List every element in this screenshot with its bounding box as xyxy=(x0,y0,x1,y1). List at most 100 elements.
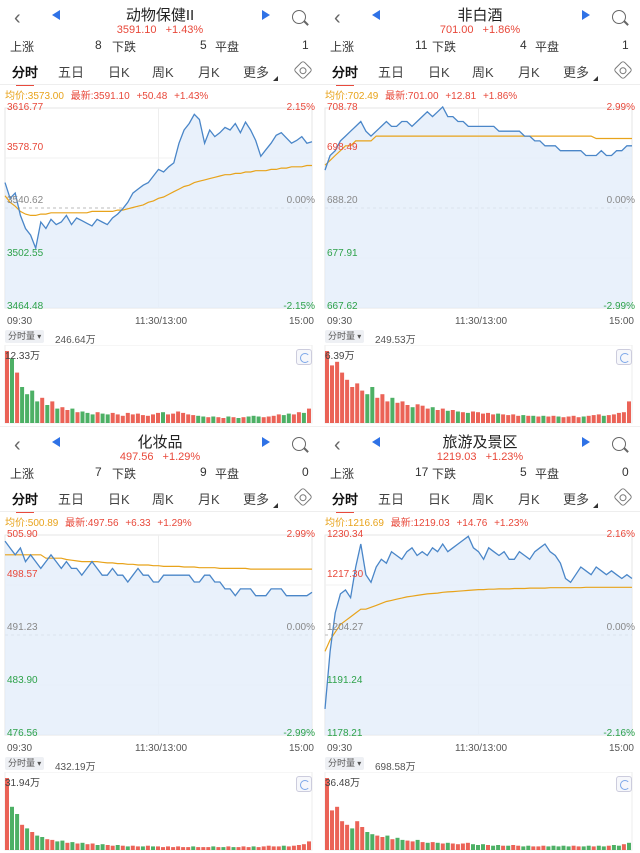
price-change: +12.81 xyxy=(445,91,477,102)
volume-bar xyxy=(621,412,626,423)
volume-bar xyxy=(440,408,445,423)
expand-icon[interactable] xyxy=(616,776,632,792)
tab-five-day[interactable]: 五日 xyxy=(58,65,85,80)
pct-level-label: -2.15% xyxy=(283,301,315,312)
tab-more[interactable]: 更多 xyxy=(243,65,270,80)
tab-daily-k[interactable]: 日K xyxy=(428,492,450,507)
tab-weekly-k[interactable]: 周K xyxy=(472,492,494,507)
search-icon[interactable] xyxy=(292,10,306,24)
volume-bar xyxy=(627,842,631,850)
volume-bar xyxy=(196,847,201,850)
volume-bar xyxy=(501,845,506,850)
search-icon[interactable] xyxy=(612,10,626,24)
tab-daily-k[interactable]: 日K xyxy=(428,65,450,80)
volume-bar xyxy=(440,843,445,850)
panel-header: ‹ 化妆品 497.56 +1.29% xyxy=(0,427,320,465)
prev-arrow-icon[interactable] xyxy=(372,10,380,20)
volume-bar xyxy=(105,414,110,423)
tab-more[interactable]: 更多 xyxy=(243,492,270,507)
expand-icon[interactable] xyxy=(296,349,312,365)
more-dropdown-icon[interactable] xyxy=(593,503,598,508)
tab-monthly-k[interactable]: 月K xyxy=(518,492,540,507)
volume-bar xyxy=(241,846,246,850)
volume-bar xyxy=(261,846,266,850)
back-icon[interactable]: ‹ xyxy=(14,7,21,29)
volume-bar xyxy=(171,847,176,850)
volume-bar xyxy=(10,358,14,423)
volume-bar xyxy=(521,415,526,423)
volume-bar xyxy=(390,397,395,423)
pct-level-label: 0.00% xyxy=(606,195,635,206)
volume-bar xyxy=(481,844,485,850)
volume-selector[interactable]: 分时量 xyxy=(325,330,365,343)
chart-tabs: 分时 五日 日K 周K 月K 更多 xyxy=(320,485,640,513)
tab-timeshare[interactable]: 分时 xyxy=(12,62,38,86)
next-arrow-icon[interactable] xyxy=(582,437,590,447)
tab-five-day[interactable]: 五日 xyxy=(378,492,405,507)
tab-timeshare[interactable]: 分时 xyxy=(12,489,38,513)
price-change-pct: +1.86% xyxy=(482,91,518,102)
tab-weekly-k[interactable]: 周K xyxy=(152,492,174,507)
more-dropdown-icon[interactable] xyxy=(593,76,598,81)
tab-weekly-k[interactable]: 周K xyxy=(152,65,174,80)
prev-arrow-icon[interactable] xyxy=(372,437,380,447)
stock-panel: ‹ 非白酒 701.00 +1.86% 上涨 11 下跌 4 平盘 1 分时 五日… xyxy=(320,0,640,426)
back-icon[interactable]: ‹ xyxy=(334,7,341,29)
volume-selector[interactable]: 分时量 xyxy=(5,330,45,343)
tab-monthly-k[interactable]: 月K xyxy=(198,65,220,80)
quote-price: 701.00 xyxy=(439,24,474,36)
price-chart[interactable] xyxy=(0,527,320,743)
index-quote: 701.00 +1.86% xyxy=(390,24,570,36)
tab-weekly-k[interactable]: 周K xyxy=(472,65,494,80)
prev-arrow-icon[interactable] xyxy=(52,10,60,20)
price-chart[interactable] xyxy=(0,100,320,316)
expand-icon[interactable] xyxy=(616,349,632,365)
volume-bar xyxy=(616,845,621,850)
search-icon[interactable] xyxy=(292,437,306,451)
tab-daily-k[interactable]: 日K xyxy=(108,492,130,507)
price-chart[interactable] xyxy=(320,100,640,316)
volume-bar xyxy=(365,394,370,423)
time-mid: 11:30/13:00 xyxy=(135,316,188,327)
tab-monthly-k[interactable]: 月K xyxy=(518,65,540,80)
tab-timeshare[interactable]: 分时 xyxy=(332,489,358,513)
volume-selector[interactable]: 分时量 xyxy=(5,757,45,770)
quote-pct: +1.29% xyxy=(162,451,201,463)
volume-bar xyxy=(231,847,236,850)
tab-monthly-k[interactable]: 月K xyxy=(198,492,220,507)
expand-icon[interactable] xyxy=(296,776,312,792)
more-dropdown-icon[interactable] xyxy=(273,76,278,81)
more-dropdown-icon[interactable] xyxy=(273,503,278,508)
pct-level-label: -2.16% xyxy=(603,728,635,739)
next-arrow-icon[interactable] xyxy=(262,437,270,447)
volume-bar xyxy=(471,411,475,423)
tab-timeshare[interactable]: 分时 xyxy=(332,62,358,86)
volume-bar xyxy=(5,351,9,423)
pct-level-label: 0.00% xyxy=(606,622,635,633)
volume-bar xyxy=(491,414,496,423)
price-change-pct: +1.43% xyxy=(174,91,209,102)
volume-bar xyxy=(450,410,455,423)
prev-arrow-icon[interactable] xyxy=(52,437,60,447)
volume-bar xyxy=(385,401,390,423)
search-icon[interactable] xyxy=(612,437,626,451)
tab-five-day[interactable]: 五日 xyxy=(378,65,405,80)
tab-daily-k[interactable]: 日K xyxy=(108,65,130,80)
volume-bar xyxy=(486,412,490,423)
tab-more[interactable]: 更多 xyxy=(563,492,590,507)
price-level-label: 491.23 xyxy=(7,622,38,633)
back-icon[interactable]: ‹ xyxy=(14,434,21,456)
next-arrow-icon[interactable] xyxy=(582,10,590,20)
back-icon[interactable]: ‹ xyxy=(334,434,341,456)
volume-bar xyxy=(291,845,296,850)
volume-bar xyxy=(95,412,100,423)
tab-more[interactable]: 更多 xyxy=(563,65,590,80)
price-level-label: 483.90 xyxy=(7,675,38,686)
pct-level-label: -2.99% xyxy=(603,301,635,312)
volume-bar xyxy=(395,837,400,850)
volume-selector[interactable]: 分时量 xyxy=(325,757,365,770)
volume-bar xyxy=(140,415,145,423)
tab-five-day[interactable]: 五日 xyxy=(58,492,85,507)
next-arrow-icon[interactable] xyxy=(262,10,270,20)
price-chart[interactable] xyxy=(320,527,640,743)
